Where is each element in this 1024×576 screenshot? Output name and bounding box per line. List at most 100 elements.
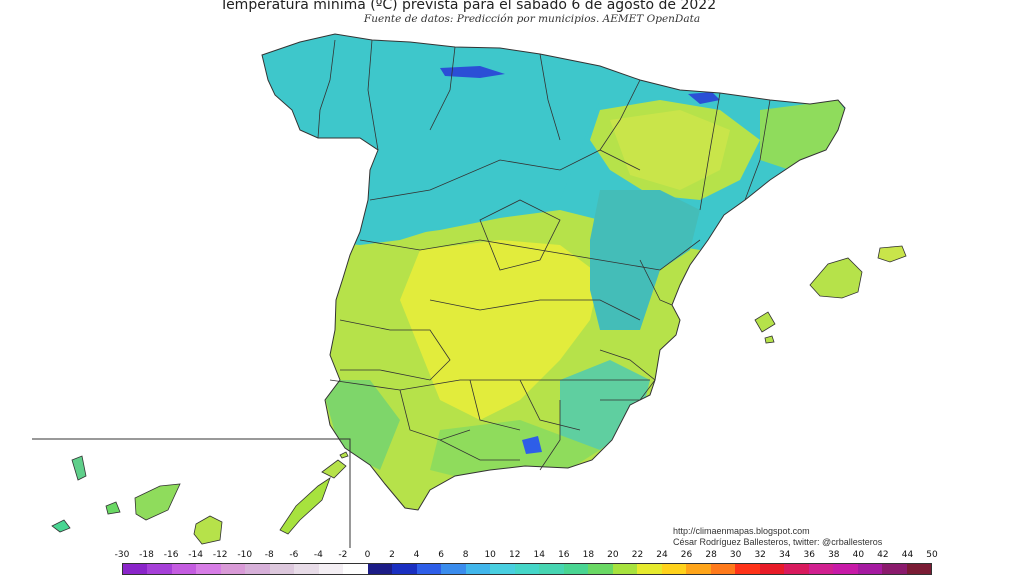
legend-tick-label: 0 [364, 550, 371, 560]
zone-north-cool [262, 40, 800, 245]
legend-swatch [318, 564, 344, 574]
island-tenerife [134, 483, 181, 521]
legend-tick-label: -16 [163, 550, 179, 560]
legend-tick-labels: -30 -18 -16 -14 -12 -10 -8 -6 -4 -2 0 2 4 6 8 10 12 14 16 1… [0, 550, 1024, 562]
legend-swatch [759, 564, 785, 574]
inset-frame [32, 438, 351, 548]
legend-tick-label: 14 [533, 550, 545, 560]
zone-pyrenees-blue [688, 92, 720, 104]
island-el-hierro [51, 519, 71, 533]
legend-tick-label: 20 [607, 550, 619, 560]
legend-tick-label: 32 [754, 550, 766, 560]
zone-andalusia-green [430, 420, 600, 480]
legend-tick-label: 40 [852, 550, 865, 560]
legend-swatch [441, 564, 466, 574]
legend-tick-label: -6 [289, 550, 299, 560]
legend-tick-label: -10 [237, 550, 253, 560]
border-castilla-north [369, 149, 641, 201]
legend-swatch [171, 564, 197, 574]
legend-tick-label: 30 [729, 550, 742, 560]
legend-tick-label: 8 [462, 550, 469, 560]
legend-swatch [392, 564, 417, 574]
map-subtitle: Fuente de datos: Predicción por municipi… [363, 13, 701, 25]
border-granada [539, 400, 561, 471]
legend-tick-label: 36 [803, 550, 815, 560]
legend-swatch [465, 564, 491, 574]
border-navarra [599, 79, 641, 151]
legend-tick-label: 10 [484, 550, 496, 560]
canary-islands [51, 451, 349, 545]
border-catalonia [744, 99, 771, 201]
legend-swatch [343, 564, 368, 574]
legend-tick-label: -2 [338, 550, 348, 560]
legend-swatch [686, 564, 711, 574]
legend-tick-label: 26 [680, 550, 693, 560]
legend-swatch [710, 564, 736, 574]
balearic-islands [754, 245, 907, 344]
border-galicia [317, 39, 336, 139]
legend-swatch [147, 564, 172, 574]
legend-tick-label: 22 [631, 550, 644, 560]
legend-tick-label: -18 [139, 550, 154, 560]
legend-tick-label: -8 [264, 550, 274, 560]
border-jaen [519, 379, 581, 431]
border-sevilla [399, 389, 471, 441]
legend-tick-label: -4 [313, 550, 323, 560]
border-cantabria [429, 46, 456, 131]
legend-swatch [367, 564, 393, 574]
legend-tick-label: -30 [114, 550, 130, 560]
legend-swatch [563, 564, 589, 574]
zone-cantabrian-blue [440, 66, 505, 78]
island-mallorca [809, 257, 863, 299]
border-malaga [439, 439, 520, 461]
island-lanzarote [321, 459, 347, 479]
legend-swatch [514, 564, 540, 574]
legend-swatch [808, 564, 834, 574]
legend-tick-label: 6 [438, 550, 444, 560]
legend-tick-label: 2 [389, 550, 395, 560]
border-central [359, 239, 701, 271]
legend-swatch [269, 564, 295, 574]
legend-tick-label: 4 [413, 550, 420, 560]
legend-tick-label: 34 [778, 550, 791, 560]
legend-tick-label: -14 [188, 550, 203, 560]
mainland-outline [261, 33, 846, 511]
legend-swatch [637, 564, 662, 574]
legend-swatch [833, 564, 858, 574]
island-gran-canaria [193, 515, 223, 545]
legend-swatch [882, 564, 907, 574]
legend-tick-label: 24 [656, 550, 668, 560]
zone-central-yellow [400, 240, 600, 420]
border-aragon [699, 92, 721, 211]
border-basque [539, 53, 561, 141]
legend-tick-label: 18 [582, 550, 595, 560]
legend-swatch [294, 564, 319, 574]
legend-swatch [490, 564, 515, 574]
legend-tick-label: 42 [877, 550, 889, 560]
credit-author: César Rodríguez Ballesteros, twitter: @c… [673, 537, 883, 547]
island-menorca [877, 245, 907, 263]
border-valencia [639, 259, 673, 306]
legend-tick-label: 44 [901, 550, 914, 560]
island-ibiza [754, 311, 776, 333]
legend-swatch [123, 564, 148, 574]
island-la-palma [71, 455, 87, 481]
border-extremadura [339, 319, 451, 381]
legend-swatch [857, 564, 883, 574]
island-fuerteventura [279, 476, 331, 535]
canary-islands-inset [32, 438, 351, 548]
island-graciosa [339, 451, 349, 459]
border-la-mancha [429, 299, 641, 321]
legend-tick-label: -12 [212, 550, 228, 560]
zone-teal-iberian [590, 190, 700, 330]
border-cordoba [469, 379, 521, 431]
legend-tick-label: 50 [926, 550, 938, 560]
zone-sierra-nevada-blue [522, 436, 542, 454]
legend-swatch [220, 564, 246, 574]
legend-swatch [906, 564, 931, 574]
border-madrid [479, 199, 561, 271]
legend-swatch [245, 564, 270, 574]
border-asturias [367, 39, 379, 151]
legend-swatch [735, 564, 760, 574]
